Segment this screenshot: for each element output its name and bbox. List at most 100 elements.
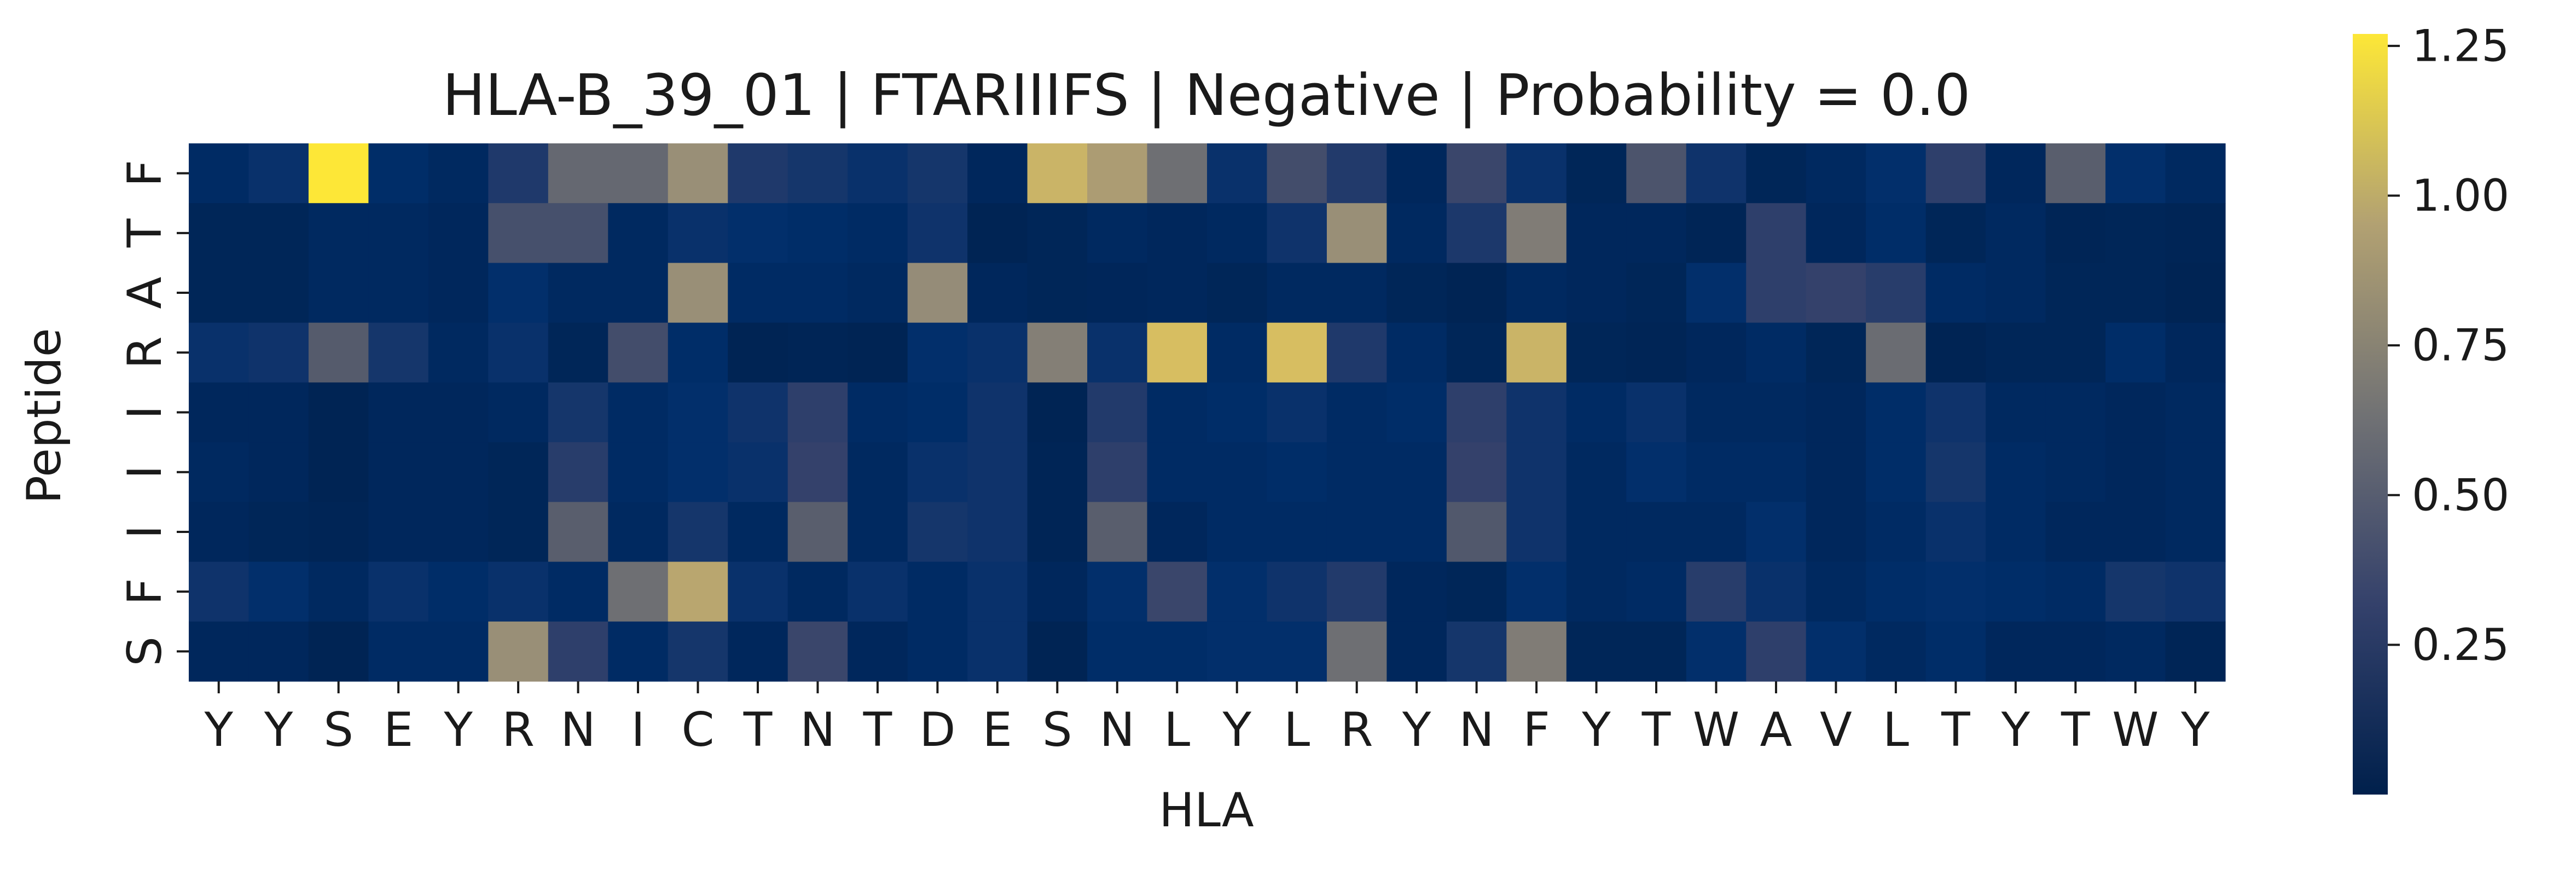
x-tick-label: N	[560, 703, 595, 757]
heatmap-cell	[488, 621, 549, 682]
heatmap-cell	[2165, 382, 2226, 443]
heatmap-cell	[1866, 382, 1927, 443]
heatmap-cell	[1027, 502, 1088, 563]
x-tick-label: W	[2112, 703, 2159, 757]
heatmap-cell	[189, 143, 250, 204]
heatmap-cell	[1866, 442, 1927, 502]
heatmap-cell	[1147, 203, 1208, 264]
heatmap-cell	[548, 621, 608, 682]
heatmap-cell	[1506, 561, 1567, 622]
heatmap-cell	[1686, 621, 1747, 682]
heatmap-cell	[1806, 263, 1866, 323]
heatmap-cell	[1147, 561, 1208, 622]
heatmap-cell	[967, 621, 1028, 682]
heatmap-cell	[189, 502, 250, 563]
heatmap-cell	[1986, 442, 2046, 502]
heatmap-cell	[548, 263, 608, 323]
heatmap-cell	[1087, 143, 1148, 204]
x-tick-label: R	[502, 703, 535, 757]
heatmap-cell	[1686, 203, 1747, 264]
heatmap-cell	[488, 502, 549, 563]
x-tick-label: F	[1523, 703, 1550, 757]
heatmap-cell	[248, 322, 309, 383]
heatmap-cell	[787, 382, 848, 443]
heatmap-cell	[787, 442, 848, 502]
heatmap-cell	[248, 203, 309, 264]
y-tick-label: R	[118, 336, 172, 369]
heatmap-cell	[428, 442, 489, 502]
heatmap-cell	[1566, 143, 1627, 204]
heatmap-cell	[1207, 143, 1268, 204]
heatmap-cell	[608, 621, 669, 682]
heatmap-cell	[488, 561, 549, 622]
heatmap-cell	[728, 382, 788, 443]
heatmap-cell	[1506, 143, 1567, 204]
heatmap-cell	[967, 382, 1028, 443]
heatmap-cell	[1506, 621, 1567, 682]
heatmap-cell	[1506, 502, 1567, 563]
heatmap-cell	[2045, 263, 2106, 323]
heatmap-cell	[608, 263, 669, 323]
heatmap-cell	[1087, 621, 1148, 682]
heatmap-cell	[967, 203, 1028, 264]
x-tick-label: V	[1820, 703, 1852, 757]
x-tick-label: N	[1459, 703, 1494, 757]
heatmap-cell	[1566, 442, 1627, 502]
y-tick-label: A	[118, 276, 172, 309]
x-tick-label: Y	[204, 703, 233, 757]
heatmap-cell	[189, 263, 250, 323]
heatmap-cell	[1087, 502, 1148, 563]
heatmap-cell	[1027, 442, 1088, 502]
heatmap-cell	[1925, 502, 1986, 563]
y-tick-label: I	[118, 465, 172, 479]
heatmap-cell	[2045, 203, 2106, 264]
heatmap-cell	[1267, 322, 1327, 383]
x-tick-label: R	[1341, 703, 1373, 757]
colorbar-tick-label: 0.25	[2412, 619, 2509, 670]
heatmap-cell	[1746, 143, 1807, 204]
heatmap-cell	[728, 561, 788, 622]
heatmap-cell	[1446, 502, 1507, 563]
heatmap-cell	[488, 143, 549, 204]
heatmap-cell	[1626, 143, 1687, 204]
heatmap-cell	[1267, 561, 1327, 622]
heatmap-cell	[1626, 502, 1687, 563]
heatmap-cell	[1925, 561, 1986, 622]
colorbar-tick-label: 1.00	[2412, 170, 2509, 221]
heatmap-cell	[1506, 263, 1567, 323]
heatmap-cell	[1267, 442, 1327, 502]
heatmap-cell	[368, 322, 429, 383]
heatmap-cell	[548, 382, 608, 443]
heatmap-cell	[1506, 382, 1567, 443]
heatmap-cell	[2045, 322, 2106, 383]
x-tick-label: A	[1760, 703, 1792, 757]
heatmap-cell	[1207, 621, 1268, 682]
heatmap-cell	[1326, 621, 1388, 682]
x-tick-label: E	[983, 703, 1012, 757]
heatmap-cell	[1626, 621, 1687, 682]
heatmap-cell	[1866, 561, 1927, 622]
heatmap-cell	[1626, 382, 1687, 443]
heatmap-cell	[248, 382, 309, 443]
heatmap-cell	[2105, 143, 2166, 204]
heatmap-cell	[1267, 621, 1327, 682]
heatmap-cell	[1566, 382, 1627, 443]
heatmap-cell	[668, 322, 728, 383]
x-tick-label: Y	[1402, 703, 1431, 757]
heatmap-cell	[1207, 502, 1268, 563]
heatmap-cell	[907, 561, 968, 622]
heatmap-cell	[2105, 203, 2166, 264]
heatmap-cell	[967, 442, 1028, 502]
heatmap-cell	[368, 502, 429, 563]
heatmap-cell	[848, 382, 908, 443]
heatmap-cell	[1686, 382, 1747, 443]
heatmap-cell	[1925, 203, 1986, 264]
heatmap-cell	[787, 322, 848, 383]
heatmap-cell	[1566, 203, 1627, 264]
heatmap-cell	[907, 502, 968, 563]
heatmap-cell	[1446, 322, 1507, 383]
y-tick-label: F	[118, 160, 172, 187]
heatmap-cell	[1386, 442, 1447, 502]
heatmap-cell	[848, 203, 908, 264]
heatmap-cell	[1746, 502, 1807, 563]
